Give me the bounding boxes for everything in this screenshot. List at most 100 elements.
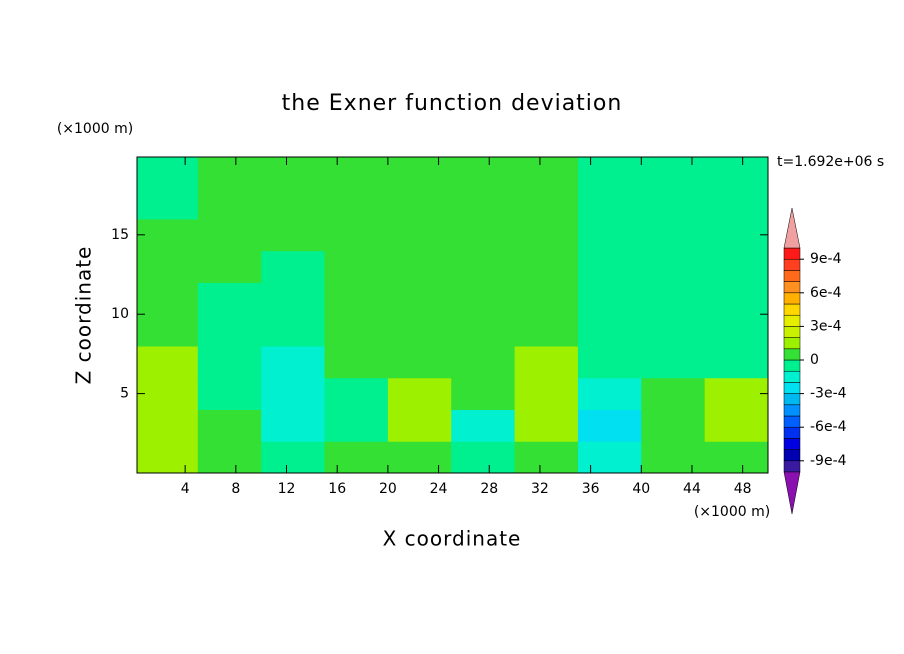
colorbar-band — [783, 281, 801, 294]
contour-cell — [514, 157, 579, 188]
contour-cell — [261, 282, 326, 315]
colorbar-band — [783, 370, 801, 383]
contour-cell — [197, 187, 262, 220]
colorbar-band — [783, 270, 801, 282]
contour-cell — [387, 187, 452, 220]
contour-cell — [451, 157, 516, 188]
contour-cell — [137, 282, 199, 315]
contour-cell — [137, 157, 199, 188]
y-unit: (×1000 m) — [57, 121, 133, 137]
contour-cell — [324, 409, 389, 442]
colorbar-band — [783, 337, 801, 350]
contour-cell — [704, 441, 769, 474]
contour-cell — [514, 441, 579, 474]
contour-cell — [577, 282, 642, 315]
contour-cell — [451, 377, 516, 410]
contour-cell — [197, 157, 262, 188]
x-tick-label: 8 — [231, 481, 240, 497]
x-tick-label: 4 — [181, 481, 190, 497]
y-tick-label: 15 — [111, 227, 129, 243]
colorbar-band — [783, 393, 801, 406]
contour-cell — [261, 409, 326, 442]
contour-cell — [451, 441, 516, 474]
contour-cell — [577, 187, 642, 220]
colorbar-band — [783, 404, 801, 417]
contour-cell — [451, 187, 516, 220]
colorbar-label: 0 — [810, 352, 819, 368]
colorbar-band — [783, 292, 801, 305]
x-tick-label: 36 — [582, 481, 600, 497]
contour-cell — [137, 314, 199, 347]
contour-cell — [704, 218, 769, 252]
contour-cell — [261, 345, 326, 379]
colorbar-label: -3e-4 — [810, 386, 847, 402]
colorbar-label: 3e-4 — [810, 318, 842, 334]
contour-cell — [641, 314, 706, 347]
contour-cell — [704, 250, 769, 283]
colorbar-over — [783, 207, 801, 249]
y-tick-label: 5 — [120, 386, 129, 402]
x-tick-label: 12 — [278, 481, 296, 497]
x-axis-label: X coordinate — [383, 527, 522, 551]
contour-cell — [137, 409, 199, 442]
colorbar-band — [783, 247, 801, 260]
x-tick-label: 16 — [328, 481, 346, 497]
contour-cell — [514, 314, 579, 347]
contour-cell — [451, 314, 516, 347]
contour-cell — [387, 218, 452, 252]
x-tick-label: 24 — [430, 481, 448, 497]
contour-cell — [197, 409, 262, 442]
contour-cell — [514, 218, 579, 252]
contour-cell — [577, 409, 642, 442]
contour-cell — [324, 345, 389, 379]
contour-cell — [577, 157, 642, 188]
contour-cell — [324, 250, 389, 283]
contour-cell — [514, 282, 579, 315]
contour-cell — [324, 187, 389, 220]
contour-cell — [261, 250, 326, 283]
contour-cell — [704, 282, 769, 315]
colorbar-band — [783, 258, 801, 271]
colorbar-band — [783, 314, 801, 327]
contour-cell — [641, 441, 706, 474]
contour-cell — [641, 377, 706, 410]
contour-cell — [137, 377, 199, 410]
x-unit: (×1000 m) — [694, 504, 770, 520]
contour-cell — [197, 250, 262, 283]
contour-cell — [261, 157, 326, 188]
contour-cell — [137, 187, 199, 220]
colorbar-band — [783, 303, 801, 316]
contour-cell — [261, 218, 326, 252]
colorbar-band — [783, 359, 801, 372]
contour-cell — [641, 250, 706, 283]
contour-cell — [451, 218, 516, 252]
x-tick-label: 20 — [379, 481, 397, 497]
contour-cell — [641, 345, 706, 379]
colorbar-band — [783, 382, 801, 394]
colorbar-band — [783, 438, 801, 450]
contour-cell — [577, 250, 642, 283]
contour-cell — [704, 314, 769, 347]
colorbar-label: -6e-4 — [810, 419, 847, 435]
contour-cell — [451, 250, 516, 283]
contour-cell — [324, 314, 389, 347]
colorbar-band — [783, 326, 801, 338]
colorbar-band — [783, 348, 801, 361]
contour-cell — [387, 409, 452, 442]
contour-cell — [387, 345, 452, 379]
contour-cell — [137, 441, 199, 474]
contour-cell — [324, 282, 389, 315]
contour-cell — [641, 282, 706, 315]
x-tick-label: 28 — [480, 481, 498, 497]
contour-cell — [261, 187, 326, 220]
x-tick-label: 44 — [683, 481, 701, 497]
contour-cell — [387, 250, 452, 283]
contour-cell — [324, 377, 389, 410]
contour-cell — [514, 250, 579, 283]
contour-cell — [197, 441, 262, 474]
colorbar-label: -9e-4 — [810, 453, 847, 469]
time-label: t=1.692e+06 s — [777, 154, 884, 170]
chart-title: the Exner function deviation — [282, 91, 623, 116]
colorbar-band — [783, 460, 801, 473]
